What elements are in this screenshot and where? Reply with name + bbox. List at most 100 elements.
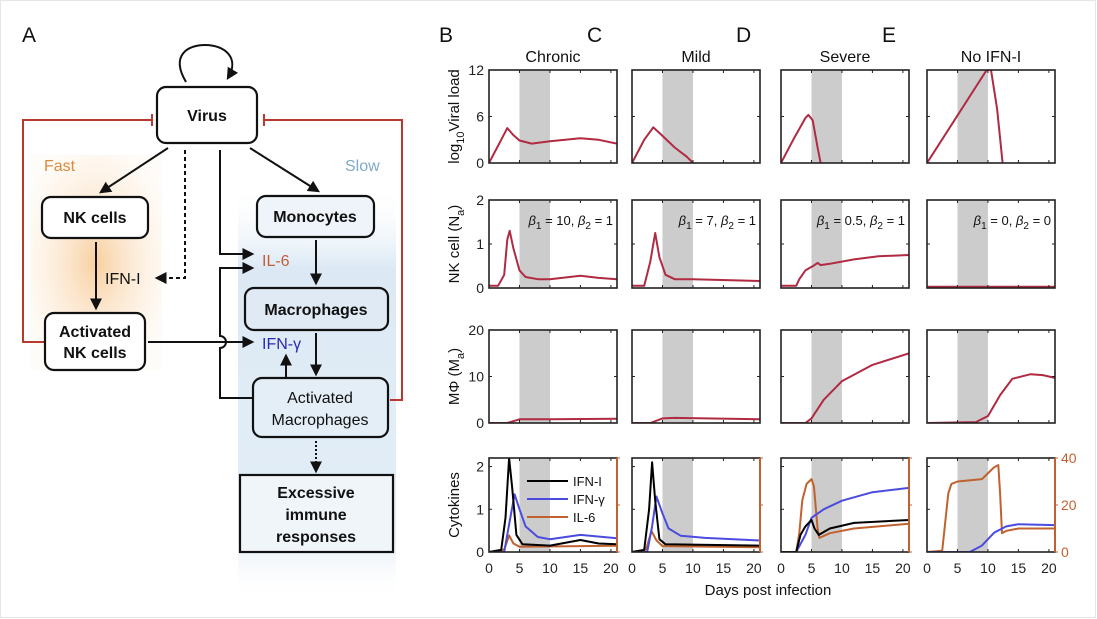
panel-label-a: A	[22, 24, 36, 47]
x-tick-label: 0	[485, 560, 493, 576]
panel-label-e: E	[882, 24, 896, 47]
column-title: No IFN-I	[961, 49, 1021, 66]
series-line-nk	[632, 232, 760, 287]
x-tick-label: 10	[542, 560, 558, 576]
series-line-ifn-gamma	[927, 523, 1055, 552]
column-title: Chronic	[525, 49, 580, 66]
virus-node-label: Virus	[187, 108, 227, 125]
x-tick-label: 5	[954, 560, 962, 576]
virus-node	[155, 85, 259, 145]
y-tick-label: 1	[476, 501, 484, 517]
nk-cells-node	[40, 195, 150, 240]
beta2-subscript: 2	[728, 221, 734, 232]
shaded-interval	[519, 70, 550, 163]
series-line-nk	[781, 254, 909, 287]
beta2-subscript: 2	[877, 221, 883, 232]
subplot-mac	[631, 329, 761, 424]
macrophages-node	[243, 286, 390, 332]
beta-annotation: β1 = 0, β2 = 0	[973, 213, 1051, 232]
beta2-symbol: β	[1015, 213, 1024, 228]
legend-entry: IL-6	[573, 510, 595, 525]
column-title: Severe	[820, 49, 871, 66]
ifn-i-label: IFN-I	[105, 271, 141, 288]
series-line-mac	[489, 417, 617, 423]
x-tick-label: 20	[603, 560, 619, 576]
virus-to-ifn-i-dashed-arrow	[154, 150, 186, 284]
x-tick-label: 20	[1041, 560, 1057, 576]
monocytes-label: Monocytes	[273, 209, 357, 226]
slow-label: Slow	[345, 158, 380, 175]
y-axis-label-main: Cytokines	[446, 472, 463, 538]
series-line-mac	[927, 373, 1055, 423]
beta2-value: = 1	[734, 213, 756, 228]
right-y-tick-label: 40	[1061, 450, 1077, 466]
y-axis-label-main: MΦ (M	[446, 359, 463, 405]
beta-annotation: β1 = 7, β2 = 1	[678, 213, 756, 232]
x-tick-label: 10	[685, 560, 701, 576]
diagram-panel-a: A Fast Slow Virus NK cells Activated NK …	[22, 24, 403, 600]
beta1-symbol: β	[816, 213, 825, 228]
subplot-cyt: 0 5 10 15 20 0 1 2 Cytokines IFN-I IFN-γ IL-6	[446, 457, 620, 576]
beta2-subscript: 2	[585, 221, 591, 232]
activated-nk-label-1: Activated	[59, 324, 131, 341]
x-tick-label: 15	[1011, 560, 1027, 576]
y-axis-label: NK cell (Na)	[446, 205, 467, 284]
shaded-interval	[811, 458, 842, 552]
shaded-interval	[519, 458, 550, 552]
y-tick-label: 2	[476, 459, 484, 475]
excessive-label-2: immune	[285, 507, 346, 524]
beta1-symbol: β	[973, 213, 982, 228]
beta-annotation: β1 = 10, β2 = 1	[527, 213, 613, 232]
beta2-symbol: β	[720, 213, 729, 228]
subplot-viral	[631, 69, 761, 164]
nk-inhibits-virus-line	[22, 119, 152, 343]
shaded-interval	[811, 70, 842, 163]
beta2-symbol: β	[577, 213, 586, 228]
x-axis-label: Days post infection	[705, 582, 832, 599]
series-line-viral	[781, 113, 822, 163]
virus-to-nk-arrow	[98, 147, 169, 194]
beta1-subscript: 1	[686, 221, 692, 232]
y-tick-label: 6	[476, 109, 484, 125]
x-tick-label: 0	[777, 560, 785, 576]
subplot-nk: β1 = 0.5, β2 = 1	[780, 199, 910, 289]
y-tick-label: 1	[476, 236, 484, 252]
beta1-value: = 7,	[692, 213, 721, 228]
legend-entry: IFN-I	[573, 474, 602, 489]
monocytes-node	[255, 194, 376, 239]
y-axis-label-sub: a	[455, 209, 467, 216]
activated-macrophages-label-1: Activated	[287, 390, 353, 407]
subplot-mac	[780, 329, 910, 424]
shaded-interval	[957, 70, 988, 163]
shaded-interval	[662, 330, 693, 423]
y-tick-label: 12	[468, 62, 484, 78]
beta-annotation: β1 = 0.5, β2 = 1	[816, 213, 905, 232]
y-axis-label-sub: a	[455, 352, 467, 359]
legend-entry: IFN-γ	[573, 492, 605, 507]
panel-label-d: D	[736, 24, 751, 47]
subplot-viral	[780, 69, 910, 164]
legend: IFN-I IFN-γ IL-6	[527, 474, 605, 525]
x-tick-label: 0	[923, 560, 931, 576]
series-line-il6	[927, 464, 1055, 552]
subplot-nk: β1 = 0, β2 = 0	[926, 199, 1056, 289]
y-axis-label-main: NK cell (N	[446, 216, 463, 284]
panel-label-c: C	[587, 24, 602, 47]
shaded-interval	[662, 200, 693, 288]
beta1-subscript: 1	[981, 221, 987, 232]
series-line-viral	[489, 127, 617, 163]
beta2-value: = 1	[883, 213, 905, 228]
series-line-viral	[632, 126, 694, 163]
y-tick-label: 10	[468, 369, 484, 385]
series-line-nk	[489, 229, 617, 287]
beta1-subscript: 1	[536, 221, 542, 232]
x-tick-label: 10	[834, 560, 850, 576]
series-line-ifn-i	[489, 458, 617, 552]
beta2-value: = 0	[1029, 213, 1051, 228]
y-axis-label-sub: 10	[455, 131, 467, 143]
beta2-symbol: β	[869, 213, 878, 228]
beta2-value: = 1	[591, 213, 613, 228]
series-line-ifn-i	[781, 519, 909, 552]
